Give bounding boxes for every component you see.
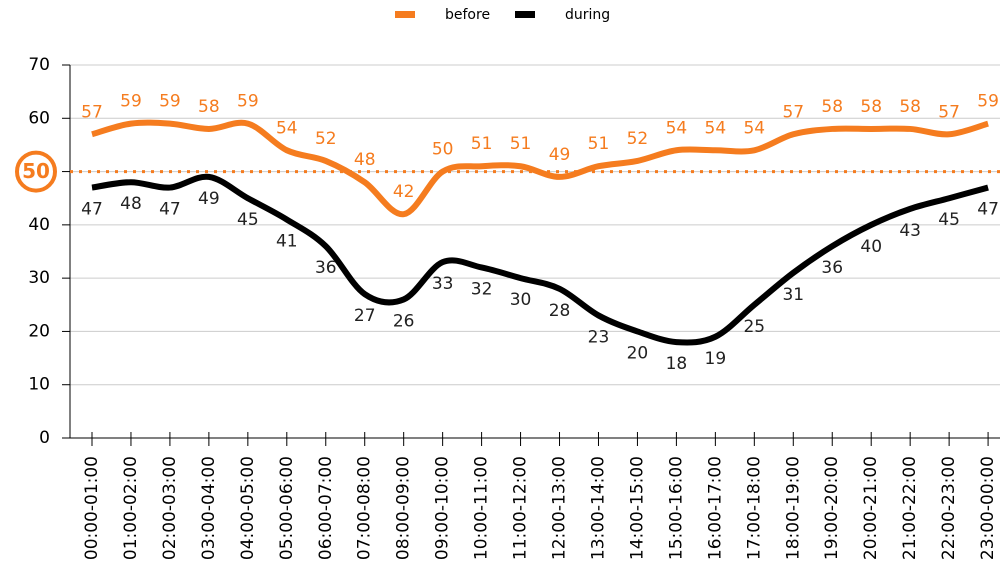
x-tick-label: 17:00-18:00 — [744, 456, 764, 560]
data-label: 27 — [354, 306, 376, 326]
y-tick-label: 70 — [28, 55, 50, 75]
legend-swatch — [515, 11, 535, 18]
data-label: 42 — [393, 182, 415, 202]
y-tick-label: 60 — [28, 108, 50, 128]
x-tick-label: 06:00-07:00 — [316, 456, 336, 560]
x-tick-label: 12:00-13:00 — [550, 456, 570, 560]
data-label: 26 — [393, 311, 415, 331]
x-tick-label: 00:00-01:00 — [82, 456, 102, 560]
y-tick-label: 10 — [28, 375, 50, 395]
data-label: 48 — [354, 150, 376, 170]
data-label: 47 — [977, 200, 999, 220]
data-label: 54 — [743, 118, 765, 138]
reference-label: 50 — [22, 159, 50, 183]
series-line — [91, 173, 989, 346]
x-tick-label: 09:00-10:00 — [433, 456, 453, 560]
x-tick-label: 07:00-08:00 — [355, 456, 375, 560]
x-tick-label: 21:00-22:00 — [900, 456, 920, 560]
x-tick-label: 23:00-00:00 — [978, 456, 998, 560]
data-label: 58 — [860, 97, 882, 117]
x-tick-label: 14:00-15:00 — [627, 456, 647, 560]
x-tick-label: 20:00-21:00 — [861, 456, 881, 560]
data-label: 47 — [81, 200, 103, 220]
data-label: 57 — [782, 102, 804, 122]
data-label: 30 — [510, 290, 532, 310]
x-tick-label: 04:00-05:00 — [238, 456, 258, 560]
data-label: 54 — [705, 118, 727, 138]
data-label: 23 — [588, 327, 610, 347]
data-label: 32 — [471, 279, 493, 299]
series-line — [91, 119, 989, 218]
y-tick-label: 0 — [39, 428, 50, 448]
data-label: 51 — [471, 134, 493, 154]
y-tick-label: 20 — [28, 321, 50, 341]
data-label: 51 — [588, 134, 610, 154]
data-label: 52 — [315, 129, 337, 149]
data-label: 18 — [666, 354, 688, 374]
x-tick-label: 15:00-16:00 — [666, 456, 686, 560]
x-tick-label: 10:00-11:00 — [472, 456, 492, 560]
data-label: 33 — [432, 274, 454, 294]
data-label: 59 — [237, 92, 259, 112]
y-tick-label: 40 — [28, 215, 50, 235]
data-label: 36 — [315, 258, 337, 278]
x-tick-label: 08:00-09:00 — [394, 456, 414, 560]
data-label: 25 — [743, 317, 765, 337]
data-label: 41 — [276, 232, 298, 252]
data-label: 49 — [549, 145, 571, 165]
data-label: 54 — [666, 118, 688, 138]
data-label: 58 — [899, 97, 921, 117]
x-tick-label: 11:00-12:00 — [511, 456, 531, 560]
data-label: 50 — [432, 140, 454, 160]
data-label: 36 — [821, 258, 843, 278]
x-tick-label: 18:00-19:00 — [783, 456, 803, 560]
data-label: 20 — [627, 343, 649, 363]
data-label: 59 — [159, 92, 181, 112]
x-tick-label: 13:00-14:00 — [588, 456, 608, 560]
x-tick-label: 16:00-17:00 — [705, 456, 725, 560]
x-tick-label: 22:00-23:00 — [939, 456, 959, 560]
y-tick-label: 30 — [28, 268, 50, 288]
data-label: 57 — [81, 102, 103, 122]
x-tick-label: 01:00-02:00 — [121, 456, 141, 560]
data-label: 58 — [198, 97, 220, 117]
x-tick-label: 02:00-03:00 — [160, 456, 180, 560]
data-label: 45 — [237, 210, 259, 230]
data-label: 48 — [120, 194, 142, 214]
reference-badge — [15, 150, 57, 193]
data-label: 47 — [159, 200, 181, 220]
x-tick-label: 03:00-04:00 — [199, 456, 219, 560]
data-label: 43 — [899, 221, 921, 241]
data-label: 28 — [549, 301, 571, 321]
data-label: 19 — [705, 349, 727, 369]
legend-label: during — [565, 7, 610, 23]
data-label: 52 — [627, 129, 649, 149]
data-label: 31 — [782, 285, 804, 305]
data-label: 54 — [276, 118, 298, 138]
data-label: 49 — [198, 189, 220, 209]
data-label: 58 — [821, 97, 843, 117]
data-label: 59 — [120, 92, 142, 112]
x-tick-label: 19:00-20:00 — [822, 456, 842, 560]
legend-swatch — [395, 11, 415, 18]
data-label: 57 — [938, 102, 960, 122]
legend-label: before — [445, 7, 490, 23]
data-label: 59 — [977, 92, 999, 112]
x-tick-label: 05:00-06:00 — [277, 456, 297, 560]
data-label: 40 — [860, 237, 882, 257]
data-label: 45 — [938, 210, 960, 230]
data-label: 51 — [510, 134, 532, 154]
